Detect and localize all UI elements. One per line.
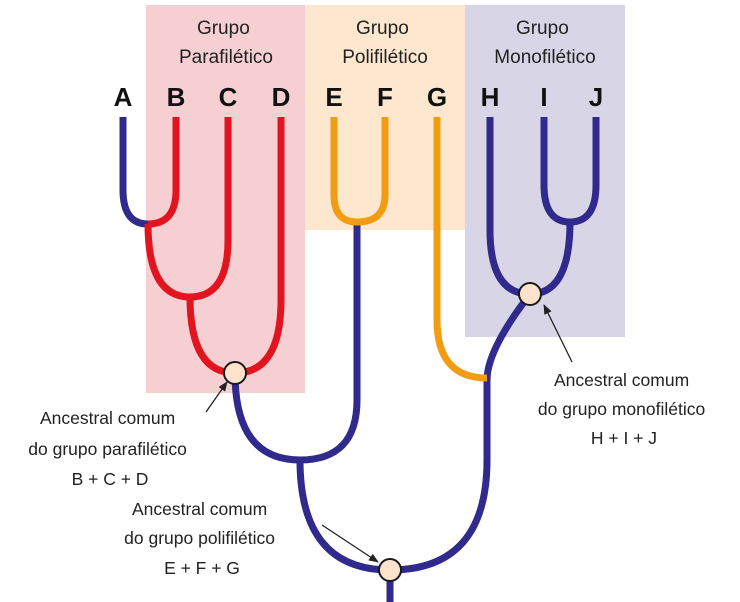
polyphyletic-annotation: Ancestral comum do grupo polifilético E … xyxy=(124,499,280,578)
taxon-label-f: F xyxy=(377,82,393,112)
taxon-label-h: H xyxy=(481,82,500,112)
branch-j xyxy=(569,117,600,226)
monophyletic-ancestor-node xyxy=(518,282,542,306)
branch-mono-to-root xyxy=(389,291,533,574)
monophyletic-annotation: Ancestral comum do grupo monofilético H … xyxy=(538,370,710,448)
branch-a xyxy=(119,117,149,228)
monophyletic-title-line1: Grupo xyxy=(516,18,569,39)
branch-stem-to-root xyxy=(296,459,391,574)
branch-ef-to-node xyxy=(299,222,361,464)
taxon-label-c: C xyxy=(219,82,238,112)
branch-para-to-root xyxy=(231,372,301,464)
taxon-label-b: B xyxy=(167,82,186,112)
monophyletic-group-title: Grupo Monofilético xyxy=(494,18,595,68)
monophyletic-annotation-line2: do grupo monofilético xyxy=(538,399,705,419)
monophyletic-annotation-line1: Ancestral comum xyxy=(554,370,689,390)
polyphyletic-ancestor-node xyxy=(378,558,402,582)
polyphyletic-annotation-arrow xyxy=(321,524,379,563)
monophyletic-annotation-arrow xyxy=(543,304,573,363)
taxon-label-i: I xyxy=(540,82,547,112)
monophyletic-title-line2: Monofilético xyxy=(494,47,595,68)
paraphyletic-title-line2: Parafilético xyxy=(179,47,273,68)
orange-branches xyxy=(330,117,488,382)
taxon-label-j: J xyxy=(589,82,603,112)
paraphyletic-annotation-arrow xyxy=(205,381,228,413)
branch-c xyxy=(189,117,232,301)
polyphyletic-annotation-line2: do grupo polifilético xyxy=(124,528,275,548)
branch-g xyxy=(433,117,488,382)
branch-ab-to-node xyxy=(144,223,191,301)
branch-i xyxy=(540,117,571,226)
polyphyletic-annotation-line1: Ancestral comum xyxy=(132,499,267,519)
paraphyletic-annotation-line2: do grupo parafilético xyxy=(28,439,187,459)
polyphyletic-title-line1: Grupo xyxy=(356,18,409,39)
taxon-label-d: D xyxy=(272,82,291,112)
paraphyletic-ancestor-node xyxy=(223,361,247,385)
taxon-labels: A B C D E F G H I J xyxy=(114,82,604,112)
taxon-label-a: A xyxy=(114,82,133,112)
taxon-label-g: G xyxy=(427,82,447,112)
paraphyletic-title-line1: Grupo xyxy=(197,18,250,39)
branch-b xyxy=(147,117,180,228)
paraphyletic-annotation-line3: B + C + D xyxy=(72,469,149,489)
branch-f xyxy=(356,117,389,226)
paraphyletic-annotation: Ancestral comum do grupo parafilético B … xyxy=(28,408,191,489)
polyphyletic-annotation-line3: E + F + G xyxy=(164,558,240,578)
branch-e xyxy=(330,117,358,226)
paraphyletic-annotation-line1: Ancestral comum xyxy=(40,408,175,428)
polyphyletic-group-title: Grupo Polifilético xyxy=(342,18,428,68)
polyphyletic-title-line2: Polifilético xyxy=(342,47,428,68)
taxon-label-e: E xyxy=(325,82,342,112)
monophyletic-annotation-line3: H + I + J xyxy=(591,428,657,448)
paraphyletic-group-title: Grupo Parafilético xyxy=(179,18,273,68)
